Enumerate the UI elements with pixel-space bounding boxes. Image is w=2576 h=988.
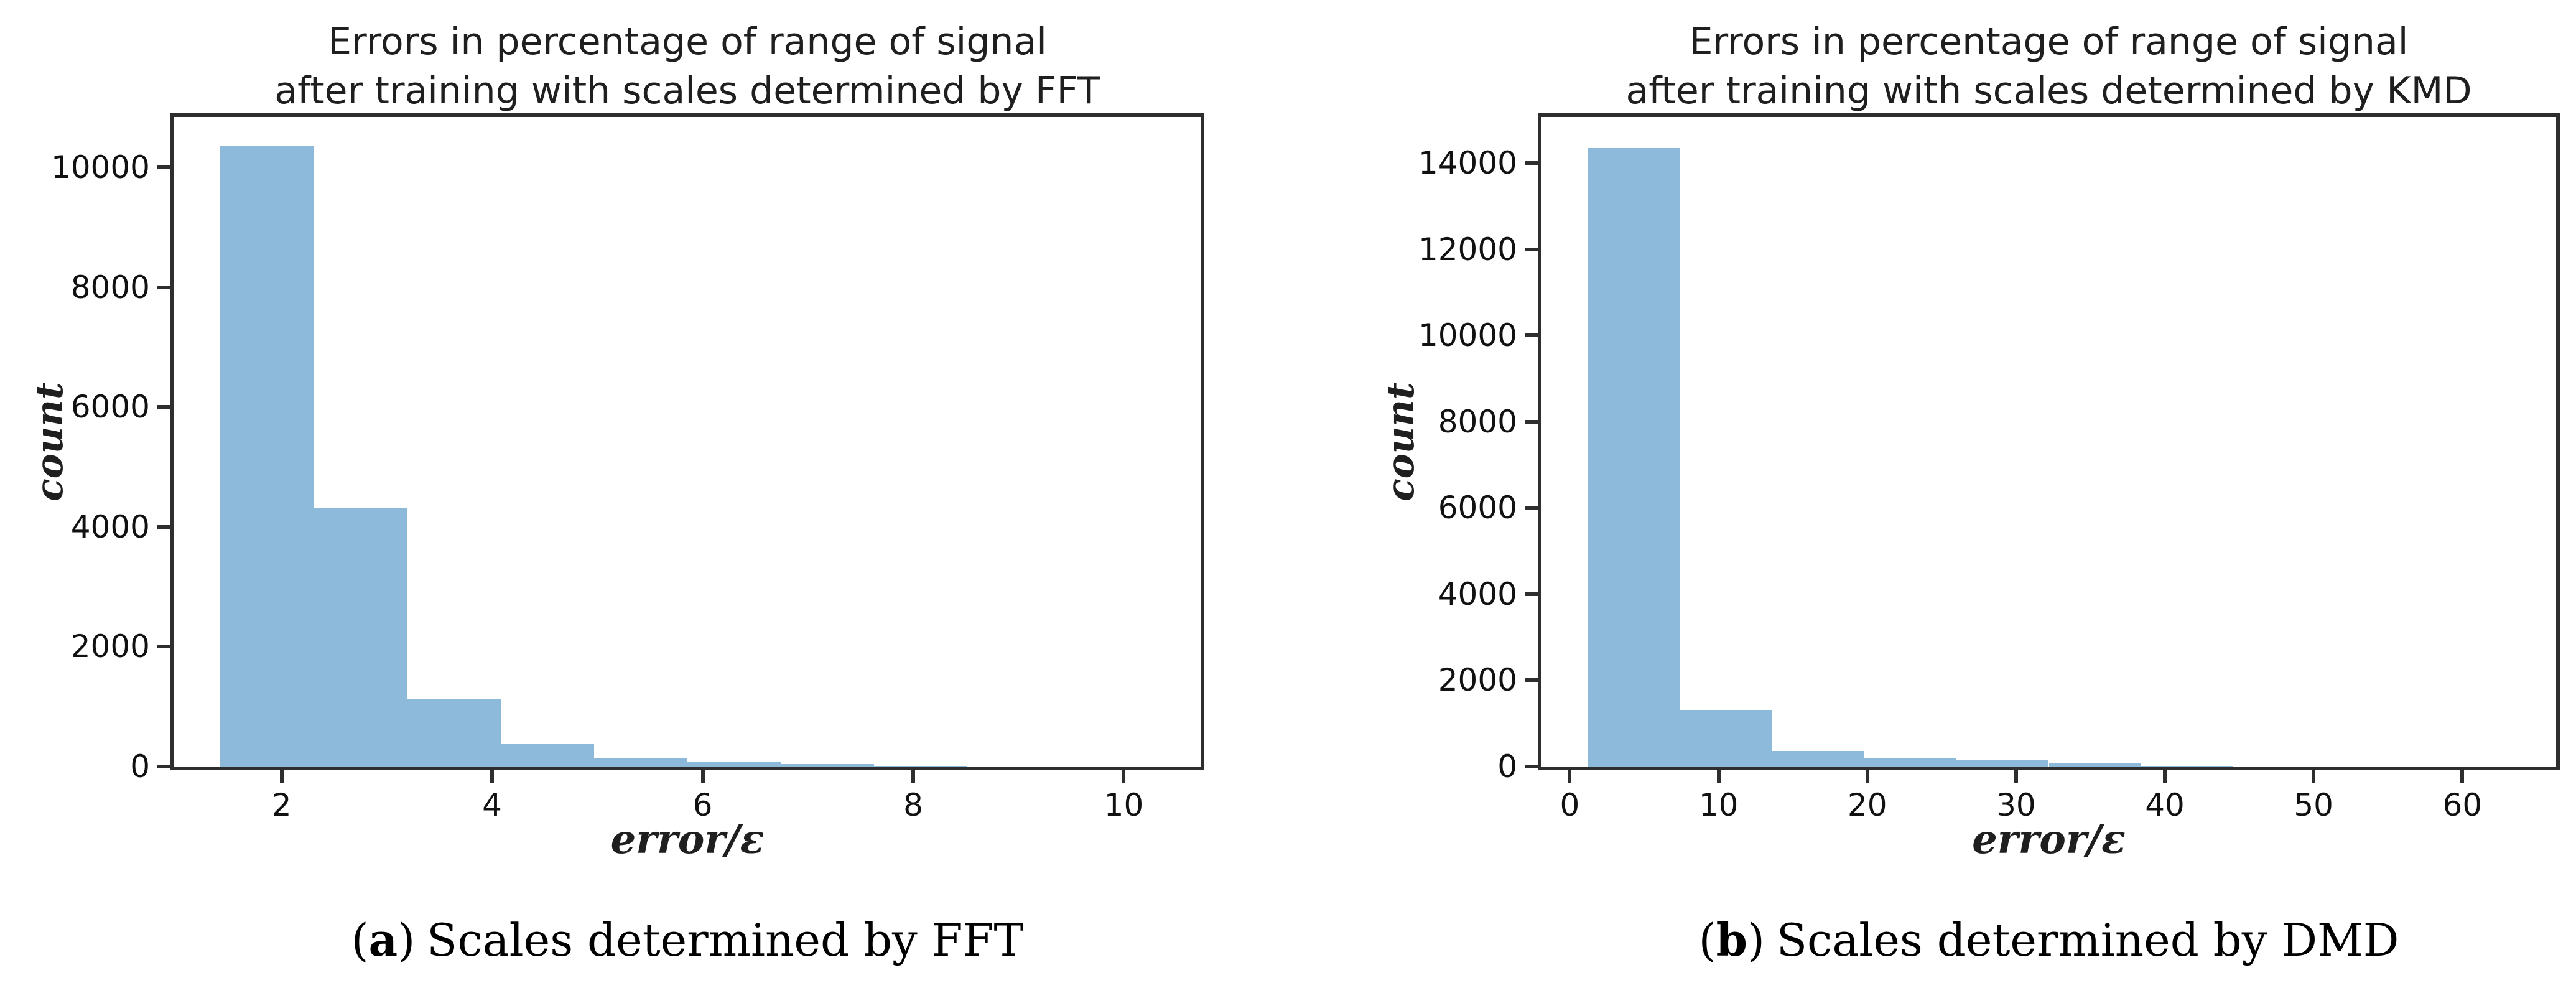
x-tick-mark	[2014, 770, 2018, 783]
chart-a-xlabel: error/ε	[610, 816, 765, 863]
caption-a-text: Scales determined by FFT	[427, 914, 1024, 966]
chart-a-plot-area: 2 4 6 8 10 0 2000 4000 6000 8000 10000	[51, 113, 1204, 821]
y-tick-mark	[157, 765, 170, 768]
histogram-bar	[1864, 758, 1957, 767]
y-tick-label: 2000	[70, 628, 150, 665]
chart-b-xlabel: error/ε	[1972, 816, 2126, 863]
histogram-bar	[1588, 147, 1680, 767]
y-tick-label: 6000	[70, 389, 150, 426]
y-tick-mark	[1525, 247, 1538, 251]
y-tick-label: 0	[1497, 748, 1517, 785]
y-tick-label: 0	[130, 748, 150, 785]
caption-b-letter: b	[1716, 913, 1747, 966]
x-tick-label: 10	[1104, 787, 1144, 823]
x-tick-label: 8	[903, 787, 923, 823]
y-tick-mark	[1525, 161, 1538, 165]
x-tick-mark	[911, 770, 915, 783]
y-tick-label: 4000	[1438, 576, 1517, 612]
y-tick-mark	[157, 645, 170, 649]
caption-a-close-paren: )	[398, 914, 416, 966]
chart-b-caption: (b) Scales determined by DMD	[1538, 913, 2560, 966]
x-tick-label: 2	[271, 787, 292, 823]
caption-a-open-paren: (	[351, 914, 369, 966]
caption-b-close-paren: )	[1747, 914, 1765, 966]
histogram-bar	[1956, 760, 2049, 767]
x-tick-mark	[490, 770, 495, 783]
caption-b-open-paren: (	[1698, 914, 1716, 966]
y-tick-mark	[1525, 419, 1538, 424]
y-tick-label: 8000	[1438, 403, 1517, 440]
x-tick-mark	[2312, 770, 2316, 783]
caption-b-text: Scales determined by DMD	[1776, 914, 2399, 966]
histogram-bar	[1680, 710, 1772, 767]
x-tick-mark	[1568, 770, 1572, 783]
histogram-bar	[687, 762, 781, 767]
x-tick-label: 30	[1996, 787, 2036, 823]
y-tick-mark	[1525, 333, 1538, 338]
y-tick-mark	[1525, 678, 1538, 683]
histogram-bar	[594, 757, 687, 767]
chart-b-plot-area: 0 10 20 30 40 50 60 0 2000 4000 6000 8000 10000 12000…	[1418, 113, 2560, 821]
y-tick-mark	[1525, 765, 1538, 768]
y-tick-mark	[157, 405, 170, 409]
chart-a-ylabel: count	[28, 382, 72, 501]
histogram-bar	[780, 763, 875, 767]
x-tick-mark	[700, 770, 705, 783]
x-tick-mark	[2460, 770, 2465, 783]
histogram-bar	[874, 766, 967, 767]
x-tick-label: 0	[1560, 787, 1580, 823]
chart-a-caption: (a) Scales determined by FFT	[170, 913, 1204, 966]
y-tick-label: 10000	[1418, 317, 1517, 354]
y-tick-label: 6000	[1438, 490, 1517, 526]
x-tick-label: 50	[2294, 787, 2333, 823]
y-tick-label: 8000	[70, 269, 150, 305]
y-tick-label: 14000	[1418, 145, 1517, 182]
histogram-bar	[407, 699, 501, 767]
y-tick-label: 10000	[50, 149, 150, 185]
chart-a-title: Errors in percentage of range of signal …	[274, 20, 1100, 113]
y-tick-mark	[1525, 506, 1538, 510]
x-tick-label: 20	[1847, 787, 1887, 823]
histogram-bar	[2141, 766, 2234, 767]
y-tick-mark	[157, 524, 170, 529]
y-tick-label: 12000	[1418, 231, 1517, 268]
histogram-bar	[2048, 763, 2141, 767]
x-tick-mark	[1122, 770, 1126, 783]
x-tick-label: 10	[1698, 787, 1739, 823]
y-tick-label: 2000	[1438, 662, 1517, 699]
histogram-bar	[314, 507, 407, 767]
y-tick-mark	[1525, 592, 1538, 596]
x-tick-label: 60	[2442, 787, 2483, 823]
x-tick-mark	[2163, 770, 2167, 783]
x-tick-mark	[1716, 770, 1721, 783]
chart-b-title: Errors in percentage of range of signal …	[1625, 20, 2472, 113]
histogram-bar	[500, 744, 595, 767]
caption-a-letter: a	[368, 913, 398, 966]
x-tick-mark	[1865, 770, 1869, 783]
x-tick-label: 4	[482, 787, 502, 823]
x-tick-mark	[279, 770, 284, 783]
y-tick-label: 4000	[70, 508, 150, 545]
histogram-bar	[220, 146, 315, 767]
x-tick-label: 6	[692, 787, 713, 823]
chart-b-ylabel: count	[1379, 382, 1423, 501]
x-tick-label: 40	[2145, 787, 2185, 823]
histogram-bar	[1772, 751, 1864, 767]
y-tick-mark	[157, 285, 170, 289]
y-tick-mark	[157, 165, 170, 169]
